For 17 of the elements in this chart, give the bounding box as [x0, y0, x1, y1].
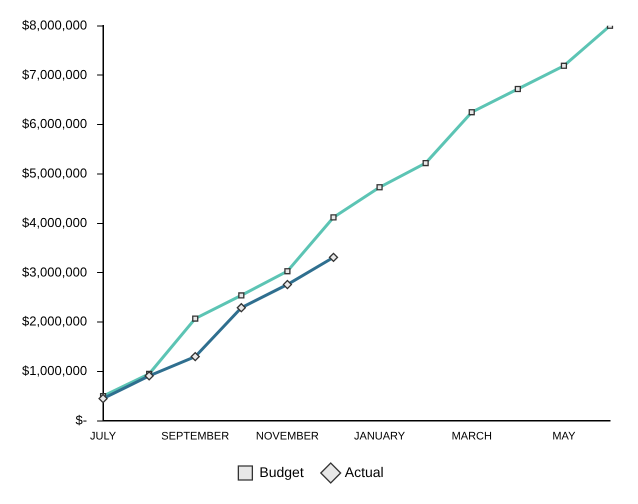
- y-tick-label: $4,000,000: [22, 214, 88, 230]
- x-tick-label: MAY: [552, 430, 576, 442]
- legend-label: Budget: [259, 464, 304, 480]
- x-tick-label: JULY: [90, 430, 117, 442]
- y-tick-label: $6,000,000: [22, 116, 88, 132]
- x-tick-label: JANUARY: [354, 430, 406, 442]
- legend-label: Actual: [344, 464, 384, 480]
- y-tick-label: $2,000,000: [22, 314, 88, 329]
- x-tick-label: SEPTEMBER: [161, 430, 230, 442]
- y-tick-label: $5,000,000: [22, 166, 88, 181]
- x-tick-label: NOVEMBER: [256, 430, 319, 442]
- y-tick-label: $-: [76, 412, 88, 428]
- x-tick-label: MARCH: [452, 430, 492, 442]
- y-tick-label: $1,000,000: [22, 363, 88, 378]
- y-tick-label: $3,000,000: [22, 264, 88, 280]
- y-tick-label: $8,000,000: [22, 17, 88, 32]
- y-tick-label: $7,000,000: [22, 66, 88, 82]
